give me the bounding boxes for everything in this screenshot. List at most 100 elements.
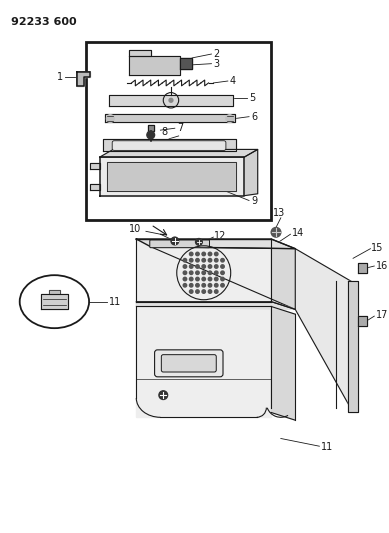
- Circle shape: [196, 252, 199, 256]
- Circle shape: [226, 115, 234, 123]
- Text: 11: 11: [321, 442, 333, 452]
- Circle shape: [208, 284, 212, 287]
- Polygon shape: [90, 184, 100, 190]
- Text: 14: 14: [293, 228, 305, 238]
- Polygon shape: [244, 149, 258, 196]
- Circle shape: [208, 277, 212, 281]
- Text: 11: 11: [109, 297, 121, 306]
- FancyBboxPatch shape: [161, 354, 216, 372]
- Polygon shape: [107, 162, 237, 191]
- Circle shape: [189, 265, 193, 268]
- Polygon shape: [271, 239, 295, 309]
- Text: 10: 10: [129, 224, 141, 235]
- Circle shape: [221, 271, 224, 274]
- Circle shape: [169, 99, 173, 102]
- Circle shape: [202, 277, 205, 281]
- Polygon shape: [103, 139, 235, 151]
- Circle shape: [214, 259, 218, 262]
- Polygon shape: [100, 157, 244, 196]
- Polygon shape: [136, 302, 295, 309]
- Circle shape: [183, 259, 187, 262]
- Text: 4: 4: [230, 76, 236, 86]
- Polygon shape: [136, 306, 271, 417]
- Text: 12: 12: [214, 231, 227, 241]
- Text: 9: 9: [251, 197, 257, 206]
- Text: 16: 16: [376, 261, 389, 271]
- Circle shape: [183, 265, 187, 268]
- Text: 15: 15: [371, 243, 384, 253]
- Circle shape: [189, 259, 193, 262]
- Circle shape: [208, 259, 212, 262]
- Circle shape: [189, 290, 193, 293]
- Text: 5: 5: [249, 93, 255, 103]
- Polygon shape: [49, 290, 60, 294]
- Circle shape: [159, 391, 168, 399]
- Text: 13: 13: [273, 208, 285, 218]
- Polygon shape: [129, 50, 151, 56]
- Circle shape: [196, 277, 199, 281]
- Circle shape: [147, 131, 154, 139]
- Circle shape: [189, 277, 193, 281]
- Circle shape: [196, 284, 199, 287]
- Circle shape: [202, 259, 205, 262]
- Text: 3: 3: [214, 59, 219, 69]
- Ellipse shape: [20, 275, 89, 328]
- Circle shape: [183, 284, 187, 287]
- Text: 10: 10: [184, 399, 196, 409]
- Circle shape: [214, 290, 218, 293]
- Circle shape: [196, 271, 199, 274]
- Circle shape: [189, 284, 193, 287]
- Polygon shape: [136, 239, 295, 249]
- Polygon shape: [100, 149, 258, 157]
- Text: 17: 17: [376, 310, 389, 320]
- Circle shape: [208, 265, 212, 268]
- Circle shape: [221, 265, 224, 268]
- Polygon shape: [358, 316, 366, 326]
- Circle shape: [221, 284, 224, 287]
- Circle shape: [183, 277, 187, 281]
- Circle shape: [189, 271, 193, 274]
- Polygon shape: [271, 306, 295, 420]
- Circle shape: [208, 252, 212, 256]
- Circle shape: [189, 252, 193, 256]
- Polygon shape: [129, 56, 180, 75]
- Circle shape: [214, 284, 218, 287]
- Circle shape: [202, 265, 205, 268]
- Circle shape: [171, 237, 179, 245]
- Polygon shape: [90, 163, 100, 169]
- Circle shape: [202, 290, 205, 293]
- Circle shape: [202, 252, 205, 256]
- Text: 92233 600: 92233 600: [11, 18, 77, 27]
- Bar: [86, 42, 271, 220]
- Polygon shape: [136, 239, 271, 302]
- Text: 7: 7: [177, 123, 183, 133]
- Polygon shape: [77, 72, 90, 86]
- Polygon shape: [109, 94, 233, 106]
- Circle shape: [196, 239, 202, 245]
- Polygon shape: [148, 125, 154, 131]
- Circle shape: [208, 290, 212, 293]
- FancyBboxPatch shape: [112, 141, 226, 150]
- Polygon shape: [41, 294, 68, 309]
- FancyBboxPatch shape: [150, 240, 210, 248]
- Circle shape: [271, 228, 281, 237]
- FancyBboxPatch shape: [154, 350, 223, 377]
- Polygon shape: [348, 281, 358, 413]
- Circle shape: [208, 271, 212, 274]
- Polygon shape: [180, 58, 192, 69]
- Circle shape: [183, 271, 187, 274]
- Polygon shape: [105, 114, 235, 123]
- Circle shape: [221, 277, 224, 281]
- Circle shape: [221, 259, 224, 262]
- Text: 6: 6: [251, 112, 257, 122]
- Polygon shape: [151, 247, 353, 413]
- Text: 8: 8: [161, 127, 167, 137]
- Circle shape: [196, 290, 199, 293]
- Circle shape: [214, 277, 218, 281]
- Circle shape: [214, 271, 218, 274]
- Circle shape: [214, 252, 218, 256]
- Circle shape: [202, 284, 205, 287]
- Circle shape: [107, 115, 114, 123]
- Text: 2: 2: [214, 49, 220, 59]
- Polygon shape: [358, 263, 366, 273]
